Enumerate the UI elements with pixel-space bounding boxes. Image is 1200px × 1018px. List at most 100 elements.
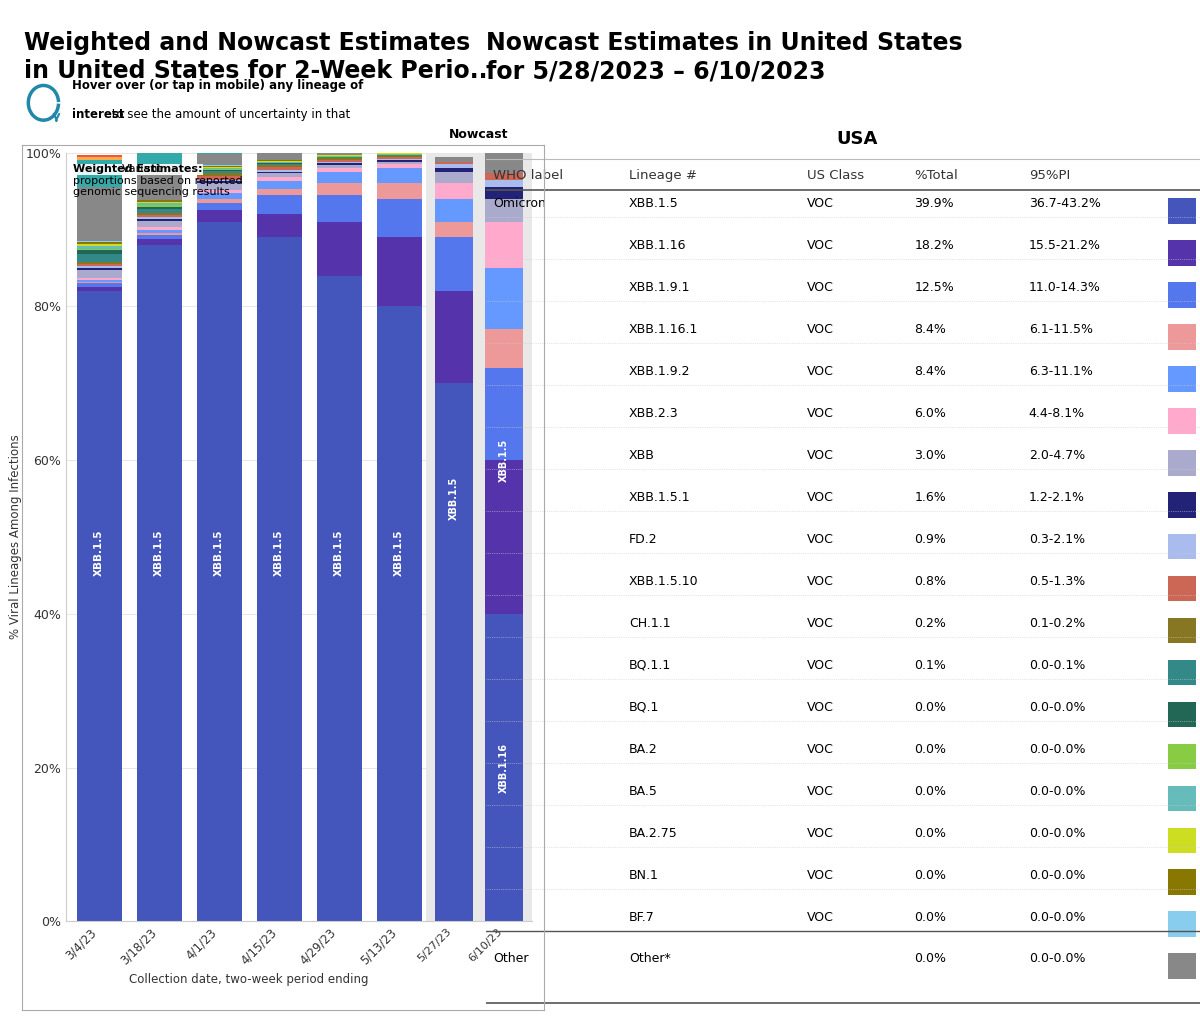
- Text: XBB.1.9.2: XBB.1.9.2: [629, 365, 690, 378]
- Bar: [197, 176, 241, 179]
- Text: for 5/28/2023 – 6/10/2023: for 5/28/2023 – 6/10/2023: [486, 59, 826, 83]
- Text: 0.0%: 0.0%: [914, 785, 947, 798]
- Bar: [197, 189, 241, 193]
- Bar: [1168, 282, 1196, 307]
- Bar: [1168, 911, 1196, 938]
- Text: USA: USA: [836, 130, 878, 149]
- Bar: [137, 239, 181, 245]
- Text: 8.4%: 8.4%: [914, 323, 947, 336]
- Bar: [1168, 828, 1196, 853]
- Text: 4.4-8.1%: 4.4-8.1%: [1028, 407, 1085, 420]
- Bar: [257, 172, 301, 173]
- Bar: [1168, 786, 1196, 811]
- Bar: [197, 171, 241, 173]
- Text: XBB.1.9.1: XBB.1.9.1: [629, 281, 690, 294]
- Text: BQ.1.1: BQ.1.1: [629, 659, 671, 672]
- Bar: [317, 158, 361, 160]
- Text: 1.2-2.1%: 1.2-2.1%: [1028, 491, 1085, 504]
- Text: 6.3-11.1%: 6.3-11.1%: [1028, 365, 1092, 378]
- Bar: [137, 169, 181, 200]
- Text: 12.5%: 12.5%: [914, 281, 954, 294]
- Bar: [434, 222, 473, 237]
- Bar: [377, 237, 421, 306]
- Text: XBB.1.5: XBB.1.5: [214, 529, 224, 575]
- Bar: [137, 219, 181, 221]
- Bar: [485, 614, 523, 921]
- Text: VOC: VOC: [808, 532, 834, 546]
- Bar: [317, 148, 361, 149]
- Bar: [137, 233, 181, 235]
- Bar: [434, 157, 473, 162]
- Text: 39.9%: 39.9%: [914, 197, 954, 211]
- Text: CH.1.1: CH.1.1: [629, 617, 671, 630]
- Bar: [77, 271, 121, 278]
- Bar: [257, 167, 301, 170]
- Bar: [434, 168, 473, 172]
- Text: VOC: VOC: [808, 281, 834, 294]
- Text: 0.0-0.0%: 0.0-0.0%: [1028, 910, 1085, 923]
- Bar: [197, 193, 241, 199]
- Text: VOC: VOC: [808, 407, 834, 420]
- Text: VOC: VOC: [808, 743, 834, 755]
- Text: 0.0-0.0%: 0.0-0.0%: [1028, 868, 1085, 882]
- Bar: [485, 367, 523, 460]
- Text: in United States for 2-Week Perio..: in United States for 2-Week Perio..: [24, 59, 487, 83]
- Bar: [257, 173, 301, 177]
- Bar: [137, 230, 181, 233]
- Text: 6.1-11.5%: 6.1-11.5%: [1028, 323, 1093, 336]
- Text: Other: Other: [493, 953, 529, 965]
- Bar: [137, 147, 181, 150]
- Text: XBB.1.16: XBB.1.16: [629, 239, 686, 252]
- Bar: [137, 217, 181, 219]
- Text: VOC: VOC: [808, 868, 834, 882]
- Bar: [434, 172, 473, 183]
- Bar: [77, 157, 121, 161]
- Text: Nowcast Estimates in United States: Nowcast Estimates in United States: [486, 31, 962, 55]
- Bar: [137, 227, 181, 230]
- Bar: [485, 179, 523, 187]
- Bar: [197, 167, 241, 168]
- Bar: [197, 151, 241, 154]
- Bar: [1168, 576, 1196, 602]
- Bar: [485, 187, 523, 199]
- Bar: [137, 207, 181, 209]
- Text: 6.0%: 6.0%: [914, 407, 947, 420]
- Bar: [1168, 954, 1196, 979]
- Text: Hover over (or tap in mobile) any lineage of: Hover over (or tap in mobile) any lineag…: [72, 78, 362, 92]
- Bar: [257, 170, 301, 172]
- Text: 0.9%: 0.9%: [914, 532, 947, 546]
- Bar: [485, 153, 523, 173]
- Text: XBB.1.5: XBB.1.5: [154, 529, 164, 575]
- Bar: [434, 291, 473, 384]
- Text: XBB.1.5.10: XBB.1.5.10: [629, 575, 698, 587]
- Text: VOC: VOC: [808, 575, 834, 587]
- Bar: [377, 157, 421, 159]
- Bar: [77, 244, 121, 246]
- Bar: [137, 213, 181, 215]
- Text: XBB.1.5: XBB.1.5: [274, 529, 284, 575]
- Bar: [317, 168, 361, 172]
- Bar: [377, 183, 421, 199]
- Bar: [137, 215, 181, 217]
- Bar: [197, 170, 241, 171]
- Bar: [377, 164, 421, 168]
- Bar: [77, 291, 121, 921]
- Bar: [197, 149, 241, 151]
- Text: Omicron: Omicron: [493, 197, 546, 211]
- Bar: [77, 248, 121, 250]
- Bar: [77, 282, 121, 283]
- Text: 2.0-4.7%: 2.0-4.7%: [1028, 449, 1085, 462]
- Text: 0.2%: 0.2%: [914, 617, 947, 630]
- Bar: [137, 221, 181, 227]
- Bar: [257, 177, 301, 181]
- Text: BN.1: BN.1: [629, 868, 659, 882]
- Bar: [197, 173, 241, 176]
- Bar: [197, 199, 241, 203]
- Bar: [137, 209, 181, 213]
- Bar: [485, 330, 523, 367]
- Bar: [317, 165, 361, 168]
- Bar: [317, 164, 361, 165]
- Text: 11.0-14.3%: 11.0-14.3%: [1028, 281, 1100, 294]
- Text: 0.0%: 0.0%: [914, 953, 947, 965]
- Text: XBB.1.5.1: XBB.1.5.1: [629, 491, 690, 504]
